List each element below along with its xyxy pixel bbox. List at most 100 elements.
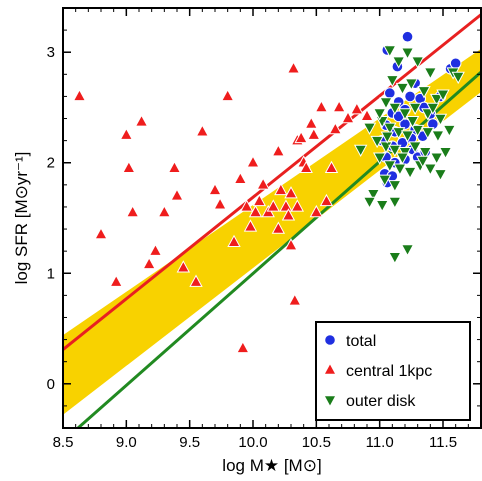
outer-disk-point [378,174,392,187]
outer-disk-point [400,130,415,143]
outer-disk-point [404,78,419,91]
central-point [281,208,296,221]
central-point [309,204,324,218]
outer-disk-point [423,163,438,176]
central-point [319,193,334,207]
central-point [328,122,343,135]
central-point [266,199,280,212]
outer-disk-point [436,89,450,102]
legend-central-label: central 1kpc [346,363,432,380]
total-point [404,90,416,103]
central-point [148,243,163,256]
legend-total-label: total [346,333,376,350]
central-point [157,204,172,218]
central-point [252,193,267,207]
x-tick-label: 11.0 [366,434,394,451]
x-axis-label: log M★ [M⊙] [222,456,321,475]
y-tick-label: 2 [47,155,55,172]
central-point [233,171,248,185]
central-point [290,199,305,212]
outer-disk-point [442,124,457,138]
outer-disk-point [391,127,406,140]
y-axis: 0 1 2 3 [47,7,481,429]
outer-disk-point [400,244,415,257]
outer-disk-point [383,122,397,135]
central-point [286,61,301,74]
outer-disk-point [451,71,465,85]
central-point [307,127,321,140]
outer-disk-point [438,146,453,160]
outer-disk-point [375,200,389,213]
central-point [350,102,364,115]
red-trend-line [63,13,481,351]
central-point [170,188,184,201]
central-point [279,199,293,212]
central-point [324,160,339,173]
legend-outer-triangle [323,395,337,408]
outer-disk-point [388,144,402,158]
central-point [332,99,346,113]
total-point [449,57,462,70]
central-point [72,88,87,102]
central-point [236,340,250,354]
outer-disk-point [366,188,381,202]
outer-disk-point [410,56,425,69]
outer-disk-point [380,131,394,144]
legend-outer-label: outer disk [346,393,416,410]
central-point [176,260,191,273]
x-axis: 8.5 9.0 9.5 10.0 10.5 11.0 11.5 [53,8,482,451]
x-tick-label: 10.0 [238,434,267,451]
legend-box [315,321,471,421]
y-tick-label: 0 [47,376,55,393]
total-point [401,30,414,43]
outer-disk-point [395,82,410,96]
outer-disk-series [353,45,465,265]
central-point [284,186,298,199]
y-tick-label: 3 [47,44,55,61]
outer-disk-point [362,122,377,135]
legend-total-marker [324,334,336,346]
outer-disk-point [379,141,393,154]
outer-disk-point [383,45,397,58]
central-point [125,204,140,218]
outer-disk-point [429,93,444,107]
outer-disk-point [353,144,368,158]
outer-disk-point [408,141,422,154]
central-point [109,274,123,287]
legend-central-triangle [323,362,337,375]
outer-disk-point [388,102,402,116]
outer-disk-point [388,196,402,209]
outer-disk-point [429,152,444,165]
outer-disk-point [400,47,415,60]
legend: total central 1kpc outer disk [315,321,471,421]
x-tick-label: 9.0 [116,434,137,451]
central-point [220,88,235,102]
outer-disk-point [388,180,402,193]
outer-disk-point [398,108,412,121]
outer-disk-point [362,196,377,209]
central-point [341,110,355,124]
y-axis-label: log SFR [M⊙yr⁻¹] [12,152,31,285]
outer-disk-point [372,152,387,165]
central-point [119,127,134,140]
x-tick-label: 9.5 [179,434,200,451]
central-point [256,177,270,190]
outer-disk-point [431,130,445,143]
outer-disk-point [410,124,425,138]
central-point [189,274,203,287]
outer-disk-point [421,108,435,121]
outer-disk-point [418,146,432,160]
central-point [294,130,308,144]
legend-outer-marker [323,395,337,408]
central-point [94,227,108,240]
central-point [360,108,374,122]
central-point [213,197,227,210]
central-point [243,219,258,232]
total-point [384,87,396,99]
outer-disk-point [416,155,430,169]
x-tick-label: 8.5 [53,434,74,451]
legend-central-marker [323,362,337,375]
central-point [284,238,298,251]
central-point [271,144,286,157]
